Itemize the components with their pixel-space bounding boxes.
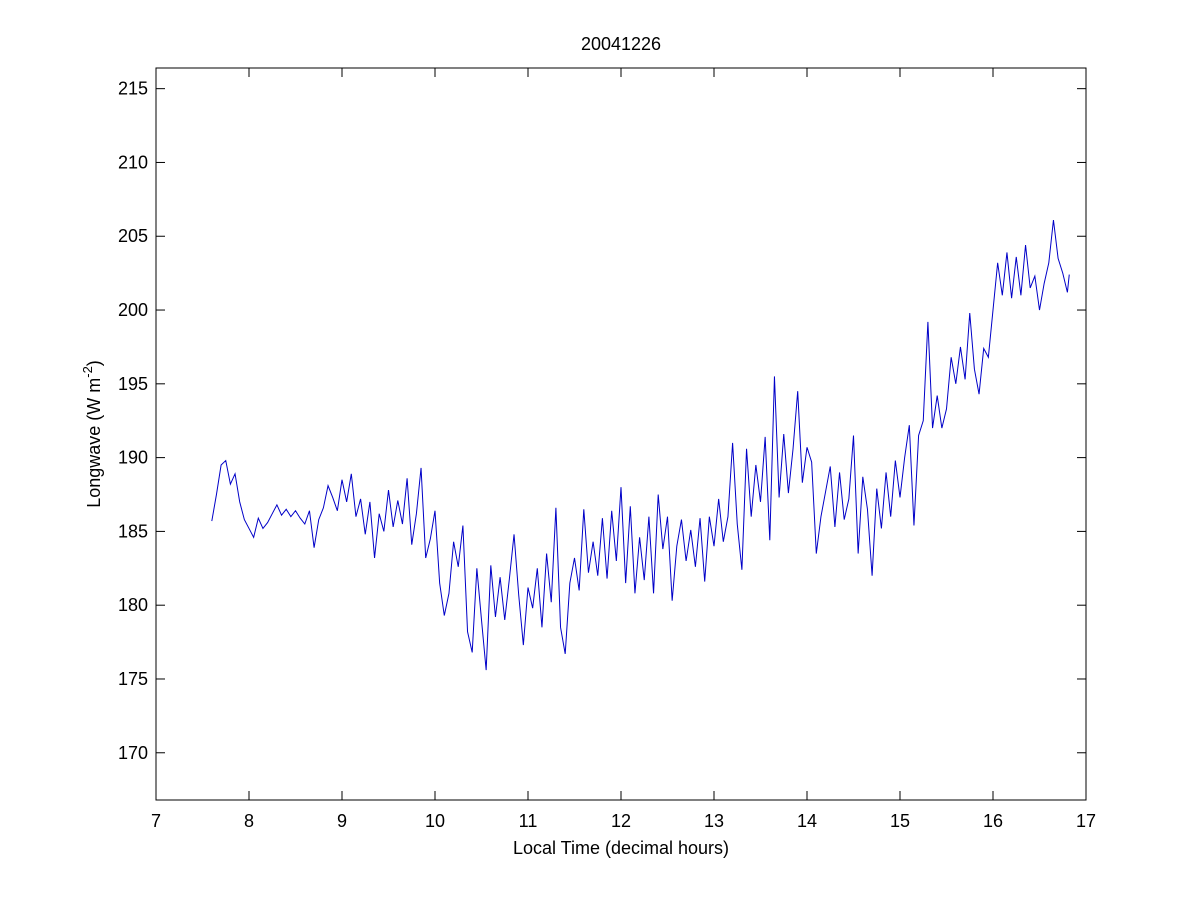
x-tick-label: 12 [611,811,631,831]
y-label-end: ) [84,360,104,366]
x-tick-label: 8 [244,811,254,831]
y-tick-label: 180 [118,595,148,615]
y-label-sup: -2 [80,366,95,378]
chart-title: 20041226 [581,34,661,54]
x-tick-label: 7 [151,811,161,831]
y-axis-label: Longwave (W m-2) [80,360,104,508]
y-tick-label: 185 [118,521,148,541]
plot-frame [155,67,1087,801]
y-label-text: Longwave (W m [84,378,104,508]
y-tick-label: 195 [118,374,148,394]
x-tick-label: 15 [890,811,910,831]
x-tick-label: 9 [337,811,347,831]
y-tick-label: 215 [118,79,148,99]
y-tick-label: 175 [118,669,148,689]
y-tick-label: 200 [118,300,148,320]
y-tick-label: 190 [118,448,148,468]
x-tick-label: 17 [1076,811,1096,831]
x-tick-label: 14 [797,811,817,831]
x-axis-label: Local Time (decimal hours) [513,838,729,858]
x-tick-label: 10 [425,811,445,831]
x-tick-label: 16 [983,811,1003,831]
x-tick-label: 11 [519,811,538,831]
data-line [211,219,1070,671]
y-tick-label: 210 [118,152,148,172]
y-tick-label: 170 [118,743,148,763]
y-tick-label: 205 [118,226,148,246]
x-tick-label: 13 [704,811,724,831]
